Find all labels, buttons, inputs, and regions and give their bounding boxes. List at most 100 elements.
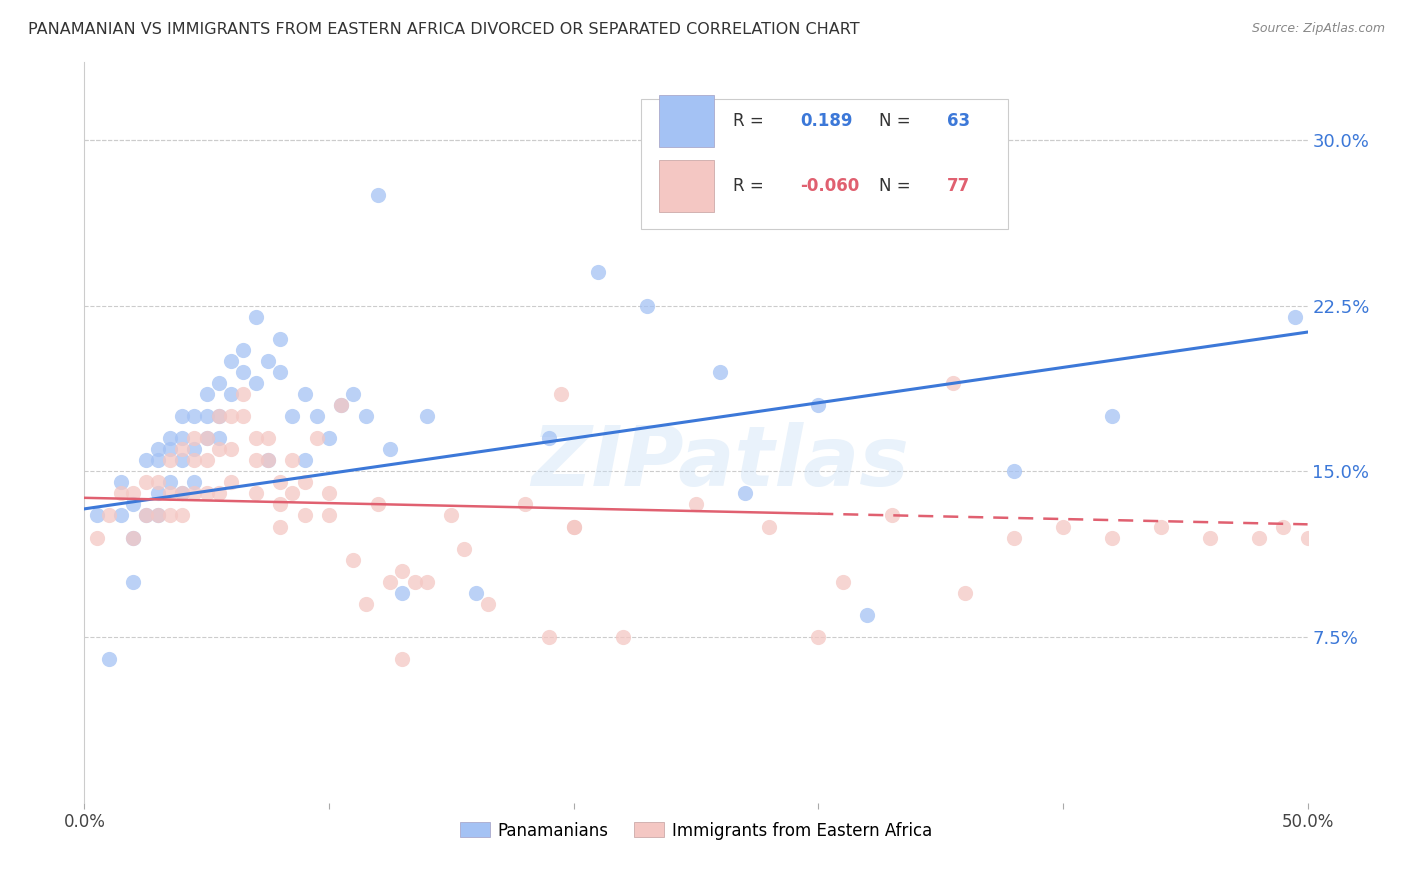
Point (685, 498, 707, 512)
Point (172, 442, 194, 457)
Point (232, 387, 254, 401)
Point (122, 531, 145, 545)
Point (636, 299, 658, 313)
Point (269, 475, 291, 490)
Point (391, 652, 413, 666)
Text: N =: N = (880, 112, 911, 130)
Point (195, 431, 218, 445)
Point (172, 486, 194, 500)
Point (172, 486, 194, 500)
Point (159, 475, 181, 490)
Point (208, 442, 231, 457)
Point (146, 475, 169, 490)
Point (269, 498, 291, 512)
Point (404, 574, 426, 589)
Point (942, 376, 965, 390)
Point (856, 607, 879, 622)
FancyBboxPatch shape (641, 99, 1008, 229)
Point (86, 508, 108, 523)
Point (232, 365, 254, 379)
Point (538, 630, 561, 644)
Point (159, 508, 181, 523)
Point (146, 508, 169, 523)
Point (953, 586, 976, 600)
Point (219, 409, 242, 423)
Point (219, 475, 242, 490)
Point (208, 486, 231, 500)
Point (612, 630, 634, 644)
Point (219, 353, 242, 368)
Point (538, 431, 561, 445)
Text: N =: N = (880, 177, 911, 194)
Point (97, 652, 120, 666)
Point (183, 453, 205, 467)
FancyBboxPatch shape (659, 160, 714, 211)
Text: R =: R = (733, 112, 763, 130)
Point (464, 586, 486, 600)
Point (183, 409, 205, 423)
Point (305, 409, 328, 423)
Point (1284, 310, 1306, 324)
Point (453, 541, 475, 556)
Point (195, 453, 218, 467)
Point (122, 531, 145, 545)
Point (1296, 531, 1319, 545)
Point (294, 453, 316, 467)
Point (416, 574, 439, 589)
Point (122, 498, 145, 512)
Point (208, 409, 231, 423)
Point (305, 431, 328, 445)
Point (135, 508, 157, 523)
Point (281, 453, 304, 467)
Point (195, 431, 218, 445)
Point (391, 586, 413, 600)
Point (183, 475, 205, 490)
Point (342, 387, 364, 401)
Point (257, 453, 280, 467)
Text: R =: R = (733, 177, 763, 194)
Point (1002, 464, 1025, 478)
Text: -0.060: -0.060 (800, 177, 859, 194)
Point (135, 508, 157, 523)
Point (1198, 531, 1220, 545)
Point (685, 188, 707, 202)
Point (135, 475, 157, 490)
Point (380, 442, 402, 457)
Point (86, 531, 108, 545)
Point (562, 519, 585, 533)
Point (294, 508, 316, 523)
Point (831, 574, 853, 589)
Point (318, 431, 340, 445)
Point (146, 453, 169, 467)
Point (195, 486, 218, 500)
Point (159, 486, 181, 500)
Point (367, 498, 389, 512)
Point (232, 409, 254, 423)
Point (245, 376, 267, 390)
Point (146, 486, 169, 500)
Point (183, 486, 205, 500)
Point (391, 564, 413, 578)
Point (342, 552, 364, 566)
Point (159, 431, 181, 445)
Point (159, 453, 181, 467)
Point (97, 508, 120, 523)
Point (318, 486, 340, 500)
Point (245, 486, 267, 500)
Point (1247, 531, 1270, 545)
Point (709, 365, 731, 379)
Point (354, 409, 377, 423)
Point (172, 409, 194, 423)
Point (135, 453, 157, 467)
FancyBboxPatch shape (659, 95, 714, 147)
Point (122, 486, 145, 500)
Point (440, 508, 463, 523)
Point (1272, 519, 1295, 533)
Point (550, 387, 572, 401)
Point (1101, 409, 1123, 423)
Point (330, 398, 353, 412)
Point (183, 431, 205, 445)
Point (183, 442, 205, 457)
Point (146, 442, 169, 457)
Point (477, 597, 499, 611)
